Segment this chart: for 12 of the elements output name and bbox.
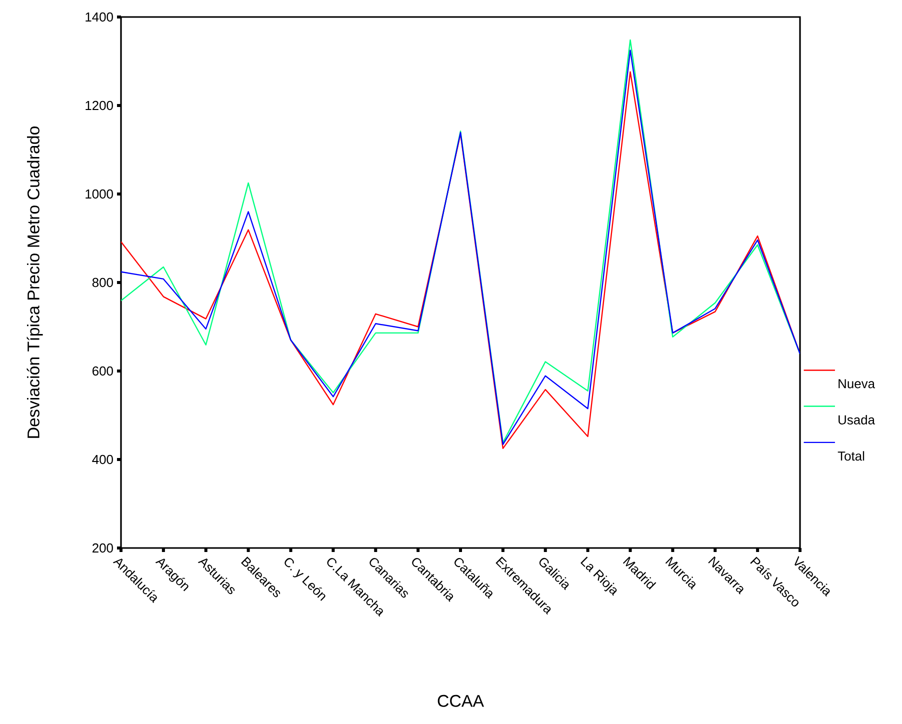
y-tick-label: 400 xyxy=(92,454,113,464)
y-tick-label: 200 xyxy=(92,543,113,553)
y-tick-label: 1400 xyxy=(86,12,113,22)
y-tick-label: 800 xyxy=(92,278,113,288)
text: Total xyxy=(838,451,864,461)
y-tick-label: 1000 xyxy=(86,189,113,199)
y-axis-title: Desviación Típica Precio Metro Cuadrado xyxy=(26,126,43,438)
x-axis-title: CCAA xyxy=(438,694,484,707)
y-tick-label: 1200 xyxy=(86,100,113,110)
text: Usada xyxy=(838,414,875,424)
y-tick-label: 600 xyxy=(92,366,113,376)
text: Nueva xyxy=(838,379,875,388)
